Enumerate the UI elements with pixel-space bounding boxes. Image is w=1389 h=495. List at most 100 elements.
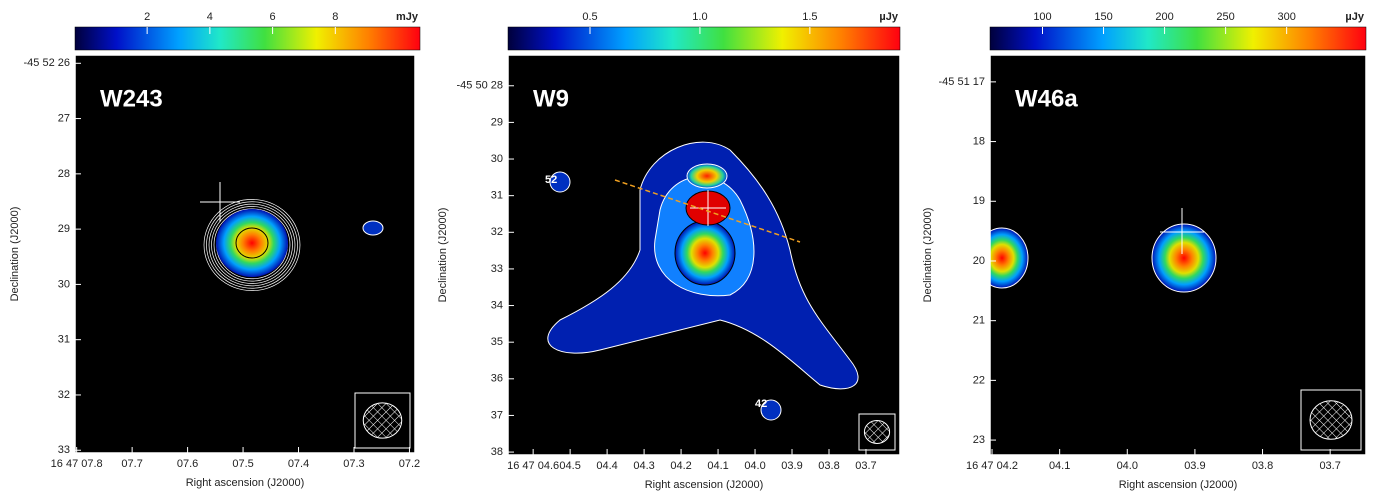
x-tick-label: 07.2: [399, 458, 420, 470]
colorbar-tick-label: 0.5: [582, 11, 597, 23]
beam-box: [1300, 389, 1362, 451]
y-tick-label: 19: [973, 195, 985, 207]
x-tick-label: 04.4: [596, 460, 617, 472]
y-tick-label: 20: [973, 255, 985, 267]
x-axis-title: Right ascension (J2000): [1119, 479, 1238, 491]
x-tick-label: 04.5: [559, 460, 580, 472]
y-tick-label: 29: [58, 223, 70, 235]
contour: [362, 220, 384, 236]
beam: [863, 419, 891, 445]
annotation: 52: [545, 174, 557, 186]
contour: [760, 399, 782, 421]
y-tick-label: 30: [58, 278, 70, 290]
colorbar-tick-label: 100: [1033, 11, 1051, 23]
x-tick-label: 04.2: [670, 460, 691, 472]
y-tick-label: 18: [973, 135, 985, 147]
y-tick-label: 32: [491, 226, 503, 238]
y-axis-title: Declination (J2000): [922, 208, 934, 303]
frame: [507, 54, 901, 456]
colorbar-tick-label: 6: [270, 11, 276, 23]
x-axis-title: Right ascension (J2000): [645, 479, 764, 491]
colorbar-tick-label: 4: [207, 11, 213, 23]
y-tick-label: 27: [58, 112, 70, 124]
x-tick-label: 04.1: [1049, 460, 1070, 472]
contour: [211, 206, 293, 284]
beam: [362, 402, 403, 439]
x-tick-label: 07.5: [232, 458, 253, 470]
crosshair: [690, 190, 726, 226]
source-label: W46a: [1015, 85, 1078, 112]
source: [674, 220, 736, 286]
y-tick-label: 33: [58, 444, 70, 456]
y-tick-label: 22: [973, 374, 985, 386]
contour: [235, 227, 269, 259]
y-axis-title: Declination (J2000): [437, 208, 449, 303]
x-tick-label: 07.6: [177, 458, 198, 470]
y-tick-label: 35: [491, 336, 503, 348]
x-tick-label: 07.7: [121, 458, 142, 470]
y-tick-label: -45 52 26: [24, 57, 70, 69]
source: [686, 163, 728, 189]
x-tick-label: 04.1: [707, 460, 728, 472]
crosshair: [200, 182, 240, 222]
colorbar-tick-label: 150: [1094, 11, 1112, 23]
source-label: W9: [533, 85, 569, 112]
y-tick-label: 29: [491, 116, 503, 128]
y-tick-label: 33: [491, 263, 503, 275]
sources: [200, 182, 384, 291]
y-tick-label: 36: [491, 373, 503, 385]
y-tick-label: 38: [491, 446, 503, 458]
y-tick-label: 31: [58, 334, 70, 346]
x-tick-label: 16 47 07.8: [51, 458, 103, 470]
contour: [549, 171, 571, 193]
sources: [970, 208, 1217, 300]
y-tick-label: 31: [491, 190, 503, 202]
colorbar-tick-label: 2: [144, 11, 150, 23]
x-tick-label: 16 47 04.2: [966, 460, 1018, 472]
y-tick-label: -45 50 28: [457, 80, 503, 92]
y-tick-label: 34: [491, 299, 503, 311]
x-tick-label: 03.8: [818, 460, 839, 472]
x-tick-label: 03.9: [781, 460, 802, 472]
edge-mask: [970, 220, 990, 300]
colorbar-tick-label: 1.5: [802, 11, 817, 23]
contour: [208, 203, 296, 287]
beam: [1309, 400, 1353, 440]
y-tick-label: 21: [973, 315, 985, 327]
y-tick-label: -45 51 17: [939, 76, 985, 88]
x-tick-label: 16 47 04.6: [507, 460, 559, 472]
annotation: 42: [755, 398, 767, 410]
colorbar: [507, 26, 901, 51]
x-tick-label: 07.4: [288, 458, 309, 470]
beam-box: [354, 392, 411, 449]
y-tick-label: 30: [491, 153, 503, 165]
beam-box: [858, 413, 896, 451]
colorbar-unit: mJy: [396, 11, 419, 23]
x-axis-title: Right ascension (J2000): [186, 477, 305, 489]
x-tick-label: 07.3: [343, 458, 364, 470]
colorbar-unit: µJy: [879, 11, 898, 23]
y-axis-title: Declination (J2000): [9, 207, 21, 302]
frame: [74, 54, 416, 454]
source: [216, 209, 288, 277]
source: [1151, 223, 1217, 293]
crosshair: [1160, 208, 1204, 254]
y-tick-label: 28: [58, 168, 70, 180]
colorbar-tick-label: 1.0: [692, 11, 707, 23]
source-label: W243: [100, 85, 163, 112]
x-tick-label: 04.3: [633, 460, 654, 472]
colorbar-tick-label: 8: [332, 11, 338, 23]
colorbar-tick-label: 200: [1155, 11, 1173, 23]
y-tick-label: 37: [491, 409, 503, 421]
y-tick-label: 23: [973, 434, 985, 446]
colorbar-tick-label: 300: [1277, 11, 1295, 23]
x-tick-label: 04.0: [1117, 460, 1138, 472]
slice-line: [614, 179, 801, 243]
frame: [989, 54, 1367, 456]
colorbar-unit: µJy: [1345, 11, 1364, 23]
x-tick-label: 03.9: [1184, 460, 1205, 472]
x-tick-label: 03.8: [1252, 460, 1273, 472]
x-tick-label: 04.0: [744, 460, 765, 472]
contour: [206, 201, 298, 289]
